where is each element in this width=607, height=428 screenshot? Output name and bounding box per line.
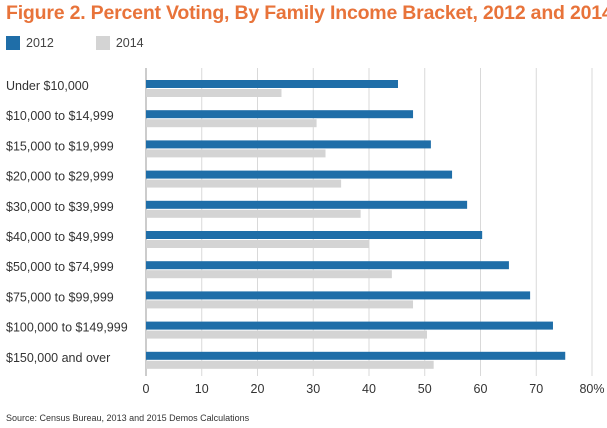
bar-2012 [146, 170, 453, 179]
chart-title: Figure 2. Percent Voting, By Family Inco… [6, 2, 607, 24]
bar-2014 [146, 149, 326, 158]
category-label: $75,000 to $99,999 [6, 290, 114, 304]
category-label: $50,000 to $74,999 [6, 260, 114, 274]
bar-2012 [146, 80, 398, 88]
bar-2014 [146, 209, 361, 218]
bar-2012 [146, 291, 531, 300]
bar-2014 [146, 89, 282, 97]
x-tick-label: 20 [251, 382, 265, 396]
x-tick-label: 60 [474, 382, 488, 396]
bar-2012 [146, 231, 483, 239]
bar-2014 [146, 179, 342, 188]
x-tick-label: 40 [362, 382, 376, 396]
bar-2012 [146, 321, 553, 330]
bar-2012 [146, 200, 468, 209]
x-tick-label: 70 [529, 382, 543, 396]
x-tick-label: 0 [143, 382, 150, 396]
category-label: Under $10,000 [6, 79, 89, 93]
bar-2012 [146, 261, 509, 270]
bar-2012 [146, 351, 566, 360]
bar-2014 [146, 240, 369, 248]
legend-label-2014: 2014 [115, 36, 144, 50]
bar-2012 [146, 110, 414, 119]
legend-label-2012: 2012 [26, 36, 54, 50]
bar-2014 [146, 300, 414, 309]
category-label: $40,000 to $49,999 [6, 230, 114, 244]
x-tick-label: 50 [418, 382, 432, 396]
x-tick-label: 10 [195, 382, 209, 396]
category-label: $15,000 to $19,999 [6, 139, 114, 153]
bar-2014 [146, 119, 317, 128]
legend-swatch-2012 [6, 36, 20, 50]
bar-2014 [146, 360, 434, 369]
category-label: $20,000 to $29,999 [6, 170, 114, 184]
x-tick-label: 30 [306, 382, 320, 396]
x-tick-label: 80% [579, 382, 604, 396]
category-label: $30,000 to $39,999 [6, 200, 114, 214]
bar-2014 [146, 270, 392, 279]
legend: 2012 2014 [6, 36, 186, 50]
source-note: Source: Census Bureau, 2013 and 2015 Dem… [6, 413, 250, 423]
legend-swatch-2014 [95, 36, 110, 50]
legend-item-2012: 2012 [6, 36, 54, 50]
category-label: $150,000 and over [6, 351, 110, 365]
category-label: $10,000 to $14,999 [6, 109, 114, 123]
category-label: $100,000 to $149,999 [6, 321, 128, 335]
bar-chart-plot: 0 10 20 30 40 50 60 70 80% Under $10,000 $10,000 t… [6, 68, 605, 396]
bar-2014 [146, 330, 427, 339]
bar-2012 [146, 140, 431, 149]
legend-item-2014: 2014 [95, 36, 144, 50]
